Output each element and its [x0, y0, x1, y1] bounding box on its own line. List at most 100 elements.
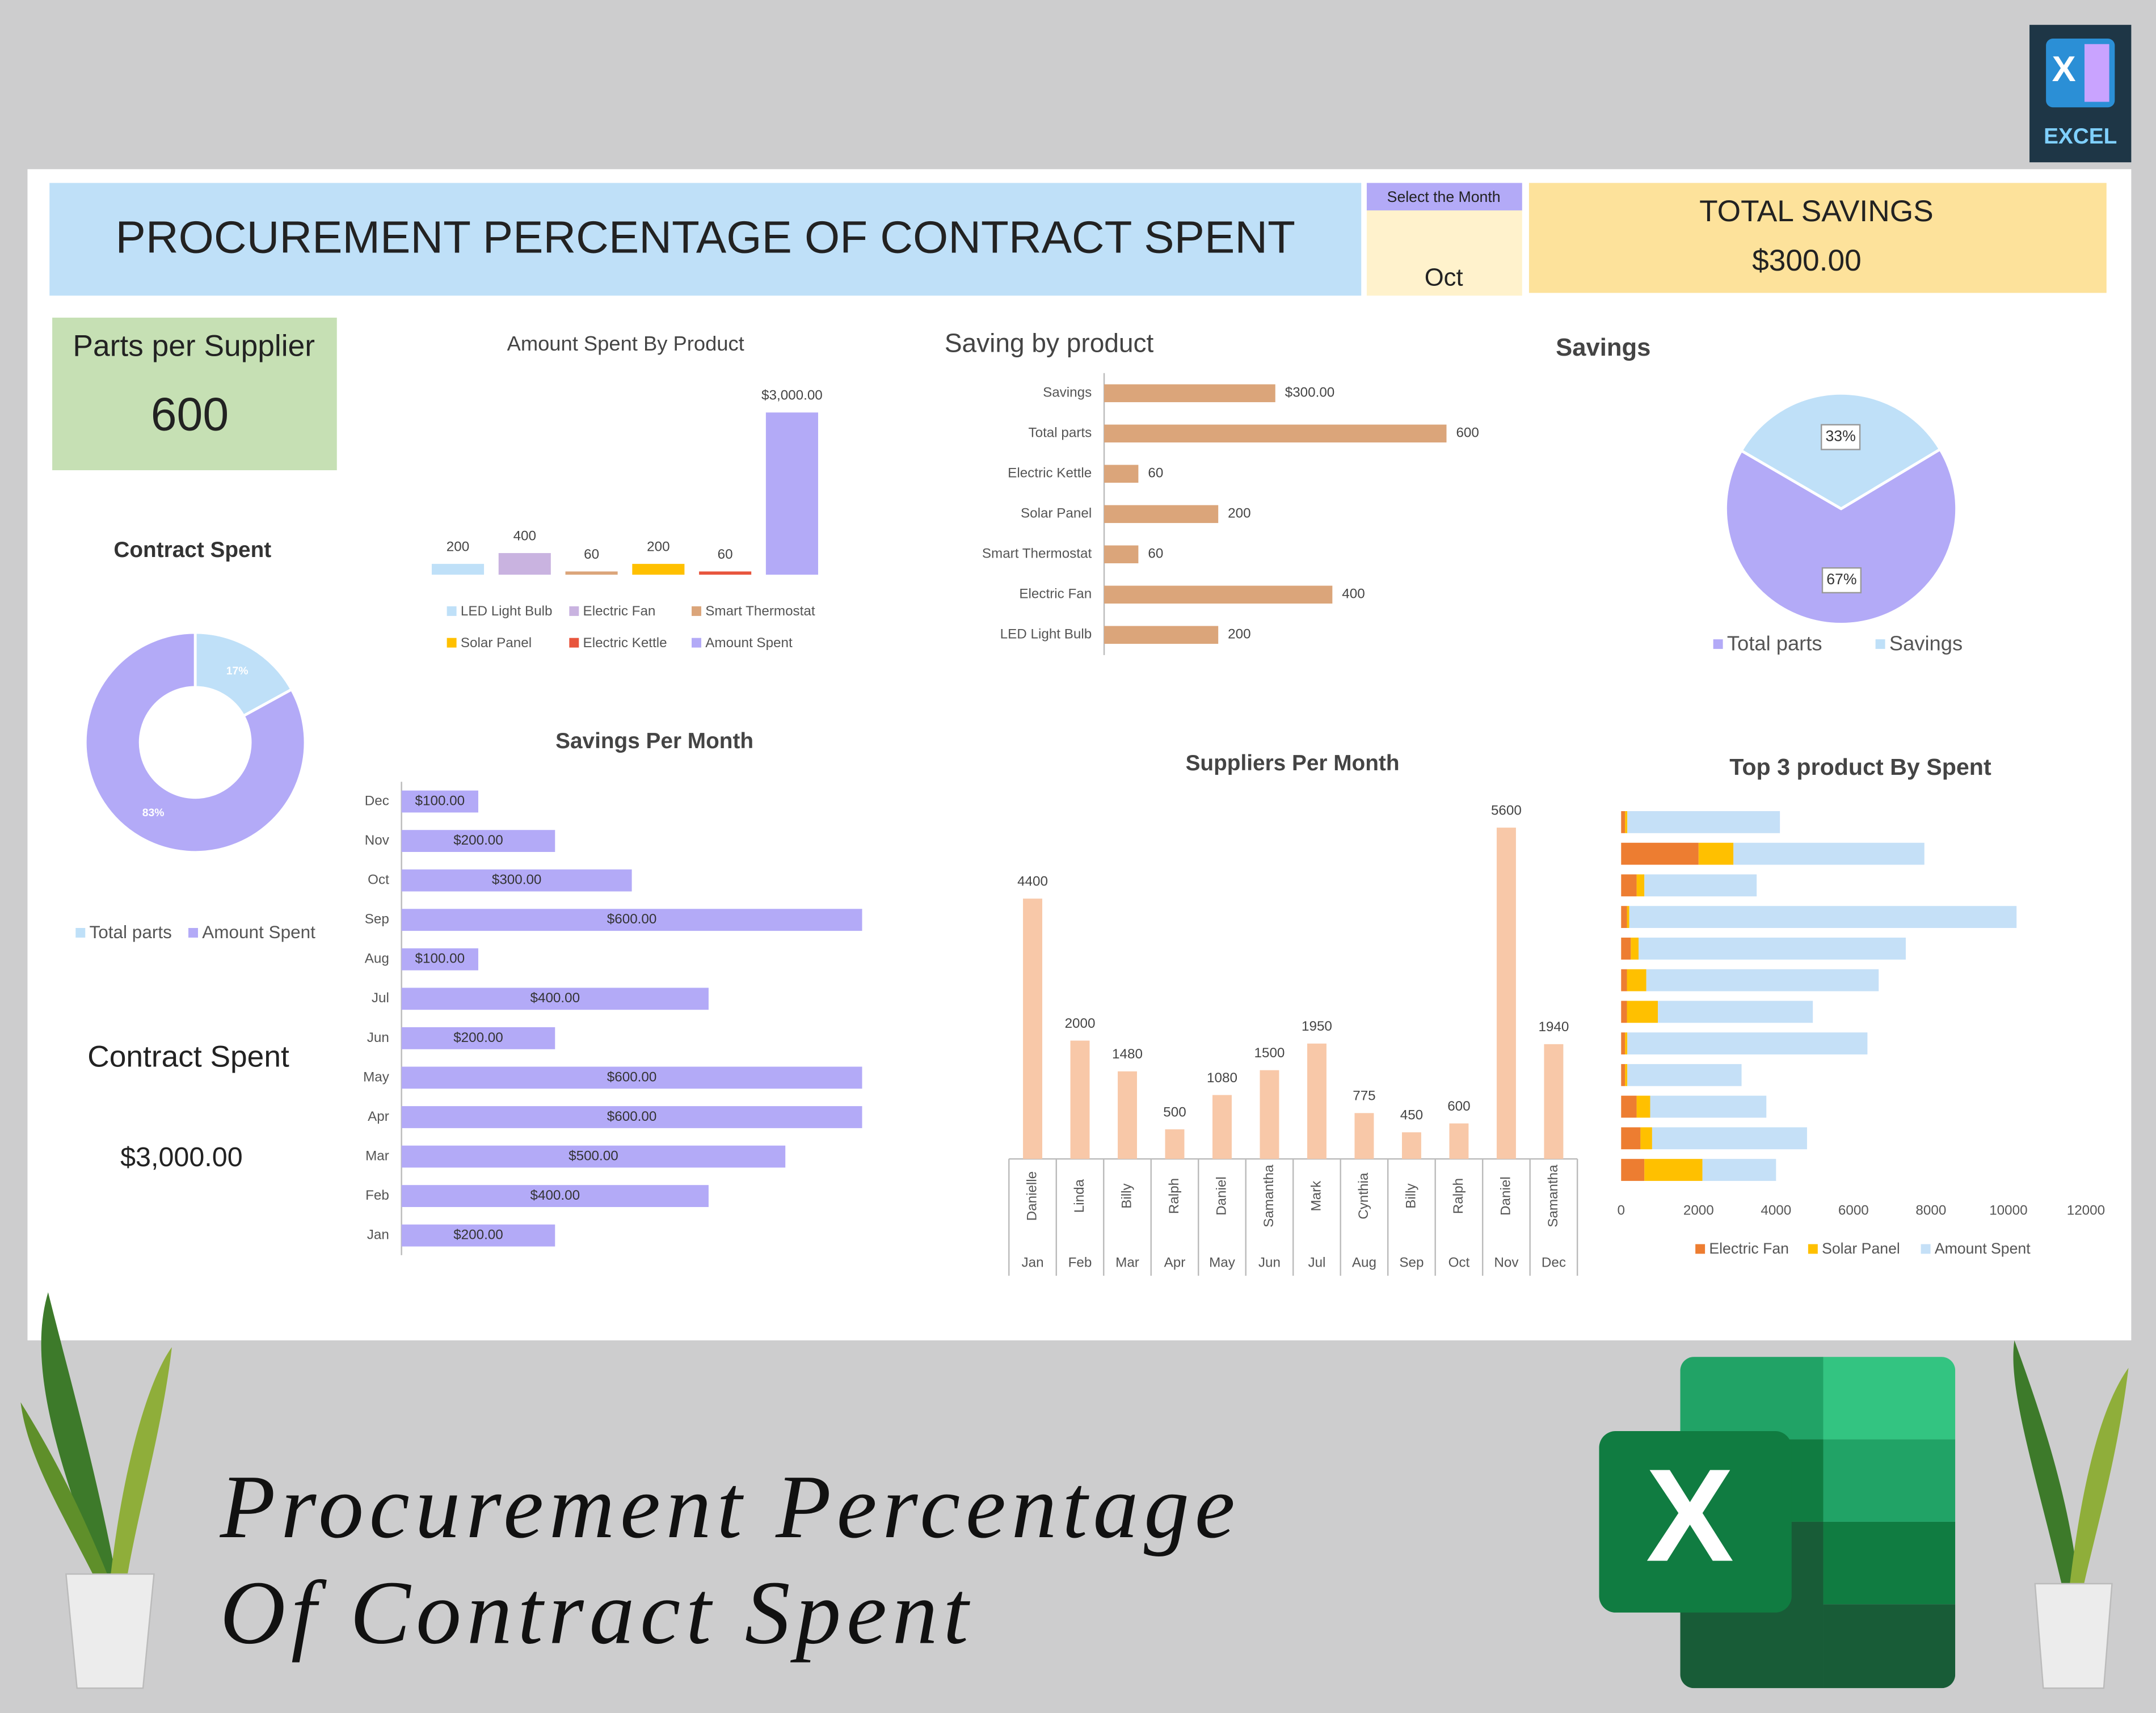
- data-label: $300.00: [492, 872, 542, 888]
- legend-label: LED Light Bulb: [461, 604, 553, 619]
- x-tick-label: Billy: [1119, 1183, 1134, 1209]
- y-tick-label: Savings: [1043, 385, 1092, 400]
- bar-segment: [1652, 1127, 1807, 1150]
- badge-icon-stripes: [2084, 44, 2109, 102]
- y-tick-label: Jul: [372, 990, 389, 1006]
- y-tick-label: Jan: [367, 1227, 389, 1243]
- logo-part: [1823, 1357, 1956, 1440]
- bar: [1104, 585, 1333, 604]
- x-group-label: Jun: [1258, 1255, 1281, 1271]
- bar-segment: [1636, 1095, 1650, 1118]
- data-label: 17%: [226, 665, 249, 677]
- legend-swatch: [1695, 1244, 1706, 1254]
- bar-segment: [1627, 1064, 1742, 1086]
- bar-segment: [1621, 874, 1637, 897]
- chart-title: Amount Spent By Product: [507, 332, 744, 355]
- total-savings-value: $300.00: [1752, 244, 1862, 277]
- x-group-label: Nov: [1494, 1255, 1519, 1271]
- leaf: [110, 1347, 172, 1581]
- chart-title: Top 3 product By Spent: [1729, 754, 1991, 780]
- data-label: 5600: [1491, 803, 1522, 818]
- x-group-label: Jan: [1021, 1255, 1043, 1271]
- y-tick-label: Solar Panel: [1021, 506, 1092, 521]
- legend-label: Amount Spent: [202, 922, 315, 942]
- chart-title: Suppliers Per Month: [1186, 751, 1400, 775]
- y-tick-label: Electric Kettle: [1008, 466, 1092, 481]
- bar-segment: [1621, 1095, 1637, 1118]
- bar-segment: [1627, 906, 1629, 929]
- logo-part: [1680, 1357, 1824, 1440]
- plant-left: [20, 1292, 172, 1689]
- x-group-label: Oct: [1448, 1255, 1470, 1271]
- x-tick-label: Billy: [1403, 1183, 1418, 1209]
- legend-label: Total parts: [1727, 631, 1822, 655]
- slice: [83, 631, 307, 854]
- leaf: [20, 1402, 110, 1581]
- bar: [401, 1145, 786, 1168]
- bar: [699, 571, 752, 575]
- x-tick-label: Samantha: [1261, 1164, 1277, 1227]
- total-savings-label: TOTAL SAVINGS: [1699, 195, 1934, 228]
- bar: [431, 564, 485, 575]
- x-tick-label: Samantha: [1546, 1164, 1561, 1227]
- banner-line: Of Contract Spent: [220, 1562, 974, 1663]
- data-label: 2000: [1065, 1016, 1096, 1031]
- selected-month[interactable]: Oct: [1425, 264, 1463, 292]
- bar: [1104, 626, 1219, 644]
- bar: [565, 571, 618, 575]
- y-tick-label: Jun: [367, 1030, 389, 1045]
- parts-value: 600: [151, 389, 229, 441]
- month-selector[interactable]: [1366, 210, 1522, 296]
- data-label: 200: [647, 539, 669, 554]
- y-tick-label: Total parts: [1029, 425, 1092, 441]
- x-tick-label: 12000: [2067, 1203, 2105, 1218]
- bar: [401, 909, 862, 931]
- logo-part: [1823, 1521, 1956, 1605]
- x-tick-label: Daniel: [1498, 1176, 1513, 1216]
- leaf: [2069, 1368, 2129, 1588]
- select-label-box: [1366, 183, 1522, 210]
- bar-segment: [1702, 1159, 1776, 1181]
- legend-swatch: [188, 928, 198, 938]
- x-tick-label: 0: [1618, 1203, 1625, 1218]
- bar-segment: [1698, 842, 1734, 865]
- data-label: $100.00: [415, 793, 465, 808]
- data-label: $600.00: [607, 912, 657, 927]
- x-tick-label: Cynthia: [1356, 1172, 1371, 1220]
- y-tick-label: Oct: [368, 872, 389, 888]
- data-label: $200.00: [453, 833, 503, 848]
- x-tick-label: Danielle: [1024, 1171, 1039, 1221]
- data-label: 450: [1400, 1108, 1423, 1123]
- data-label: 500: [1163, 1104, 1186, 1120]
- y-tick-label: Sep: [365, 912, 389, 927]
- data-label: 400: [513, 528, 536, 543]
- x-group-label: Aug: [1352, 1255, 1376, 1271]
- bar-segment: [1625, 1032, 1628, 1054]
- charts: Amount Spent By Product 200 LED Light Bulb…: [75, 328, 2105, 1276]
- plant-right: [2013, 1340, 2129, 1689]
- bar: [401, 1185, 709, 1207]
- bar: [401, 1027, 555, 1049]
- y-tick-label: LED Light Bulb: [1000, 627, 1092, 642]
- data-label: 1940: [1538, 1019, 1569, 1035]
- bar: [1496, 828, 1516, 1159]
- bar: [401, 988, 709, 1010]
- data-label: $600.00: [607, 1069, 657, 1085]
- pot: [65, 1573, 155, 1689]
- bar: [1260, 1070, 1279, 1159]
- legend-label: Electric Fan: [583, 604, 656, 619]
- bar-segment: [1631, 937, 1639, 960]
- total-savings-box: [1528, 183, 2107, 293]
- parts-label: Parts per Supplier: [73, 329, 315, 362]
- bar-segment: [1627, 811, 1780, 833]
- label-box: [1821, 567, 1862, 594]
- bar: [401, 830, 555, 853]
- bar: [401, 1224, 555, 1247]
- bar-segment: [1646, 969, 1879, 991]
- y-tick-label: Dec: [365, 793, 389, 808]
- bar: [401, 948, 478, 971]
- bar: [1165, 1129, 1185, 1159]
- data-label: 200: [447, 539, 469, 554]
- x-group-label: Dec: [1542, 1255, 1566, 1271]
